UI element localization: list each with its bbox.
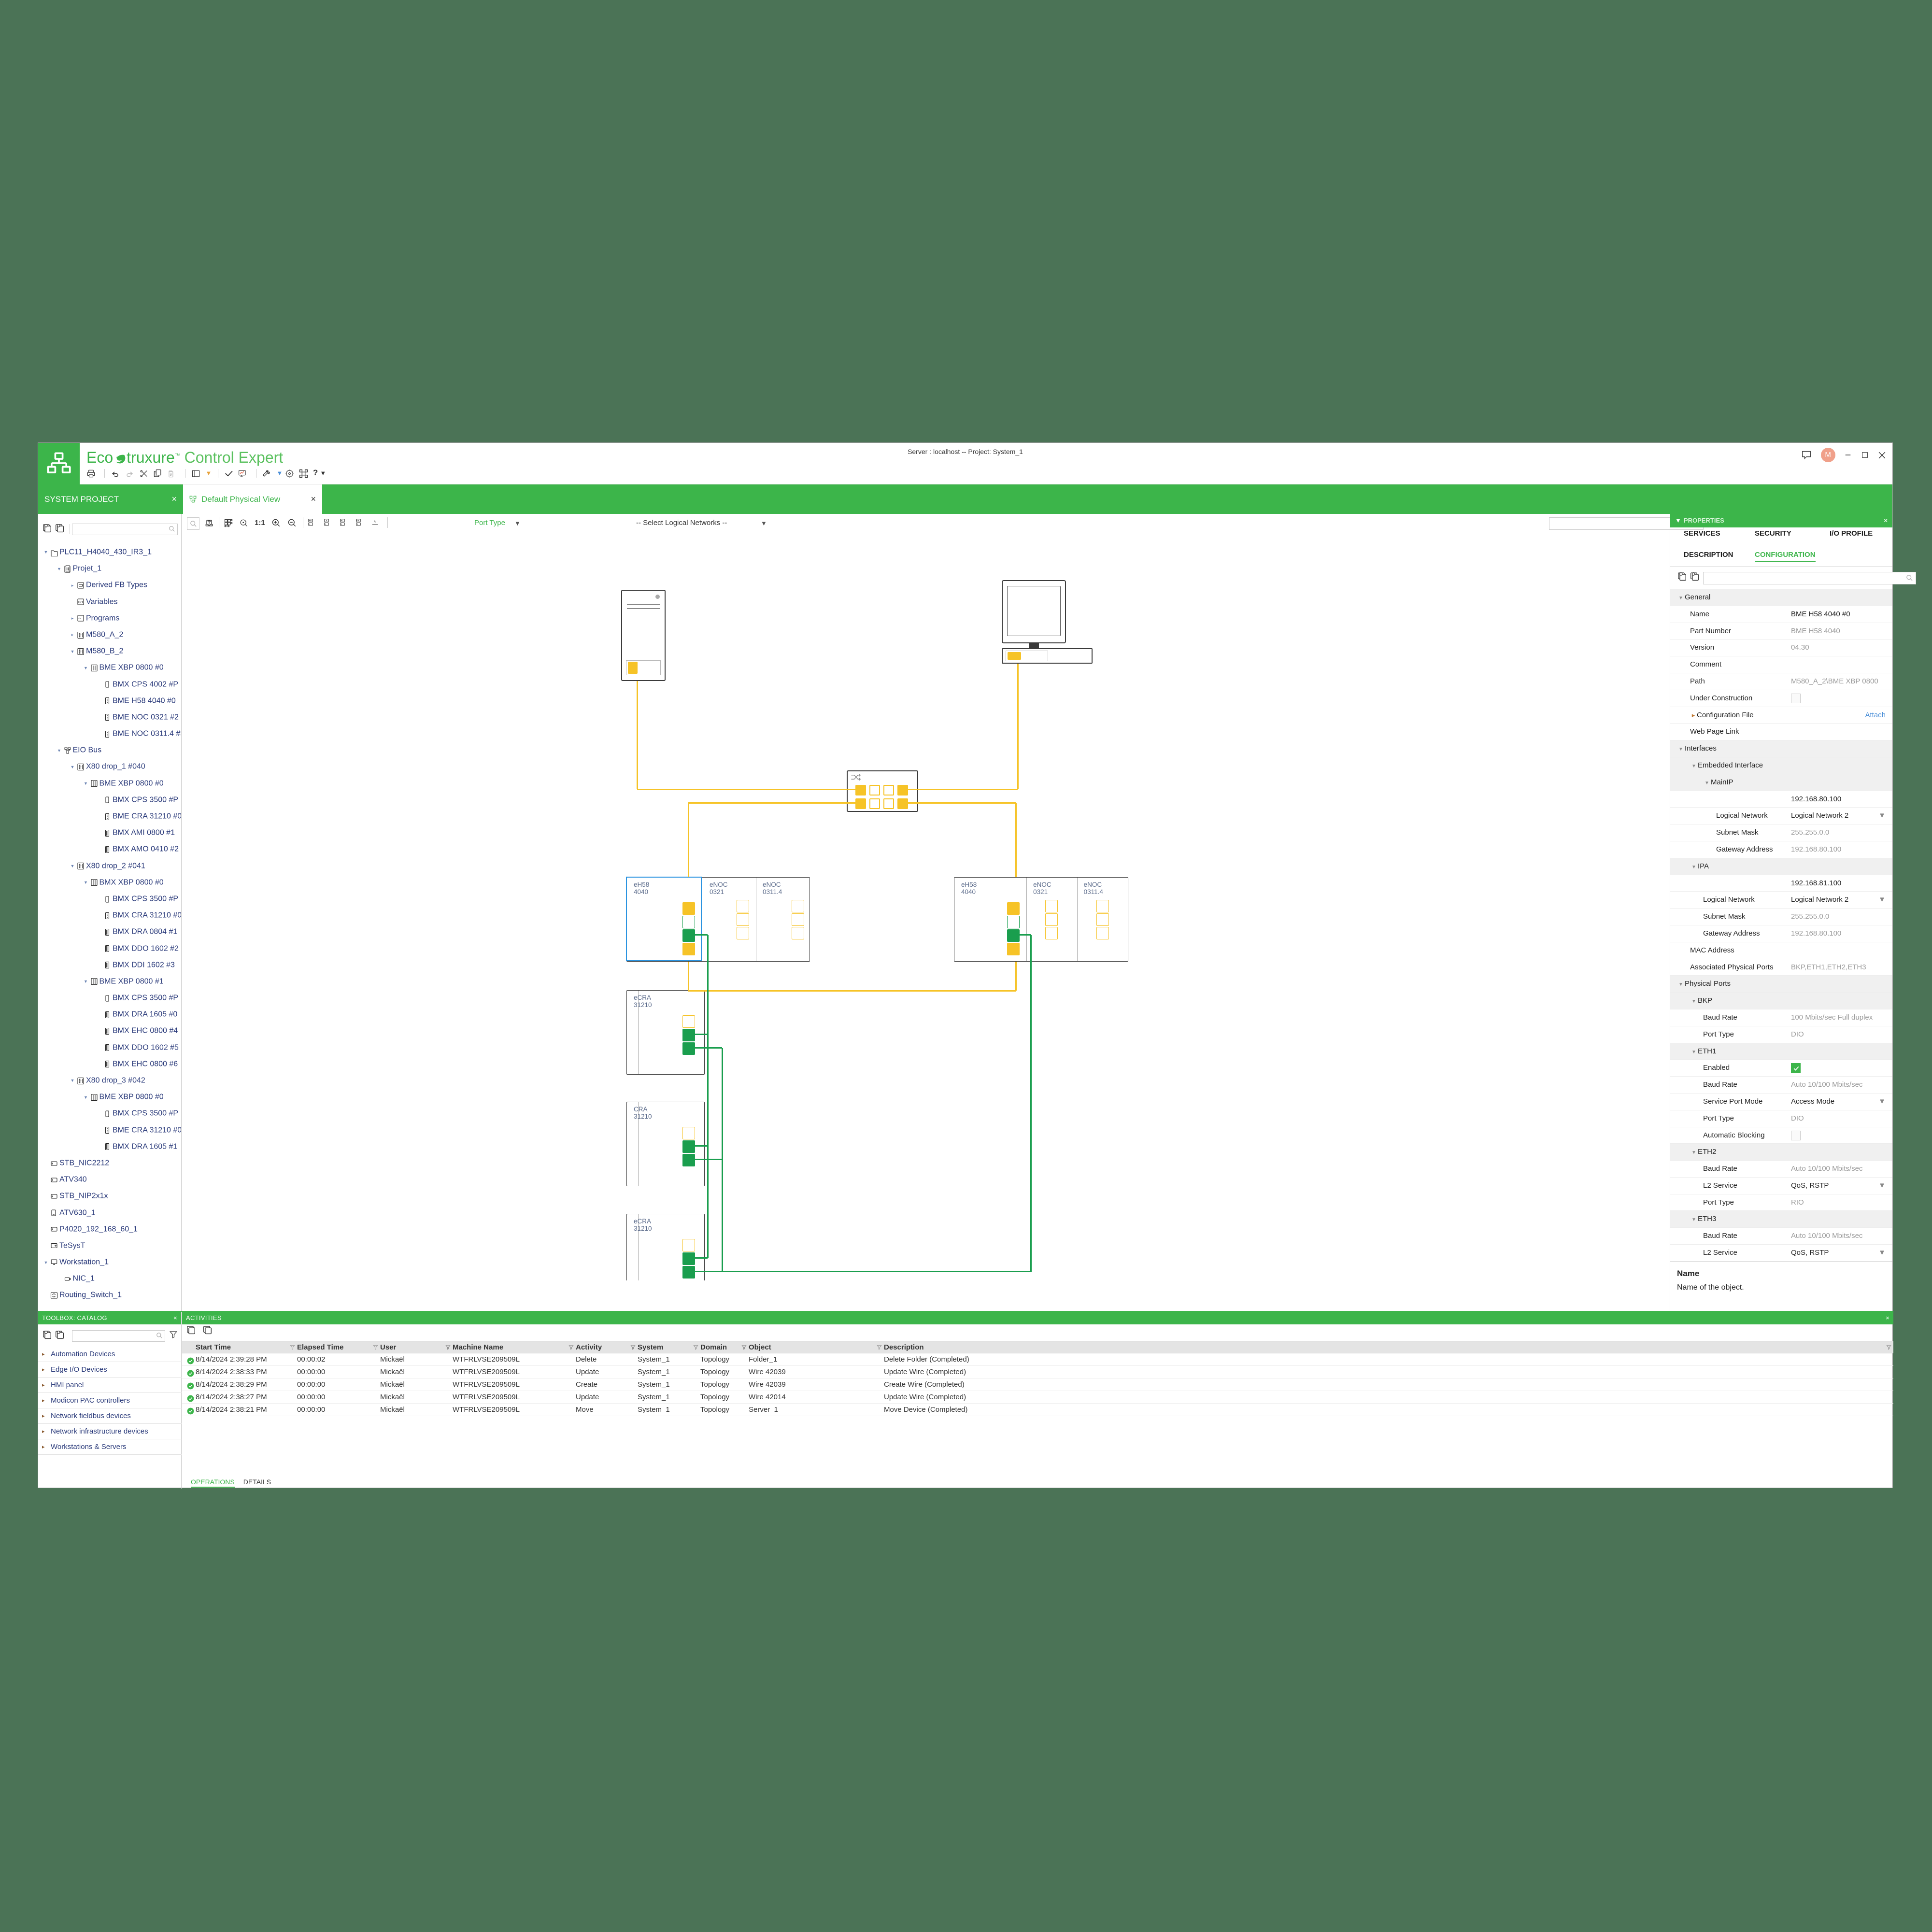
svg-text:IP: IP [341, 520, 343, 522]
svg-text:A: A [374, 520, 376, 523]
svg-text:LN: LN [356, 520, 359, 522]
svg-text:A: A [326, 520, 327, 522]
svg-text:PN: PN [309, 520, 312, 522]
